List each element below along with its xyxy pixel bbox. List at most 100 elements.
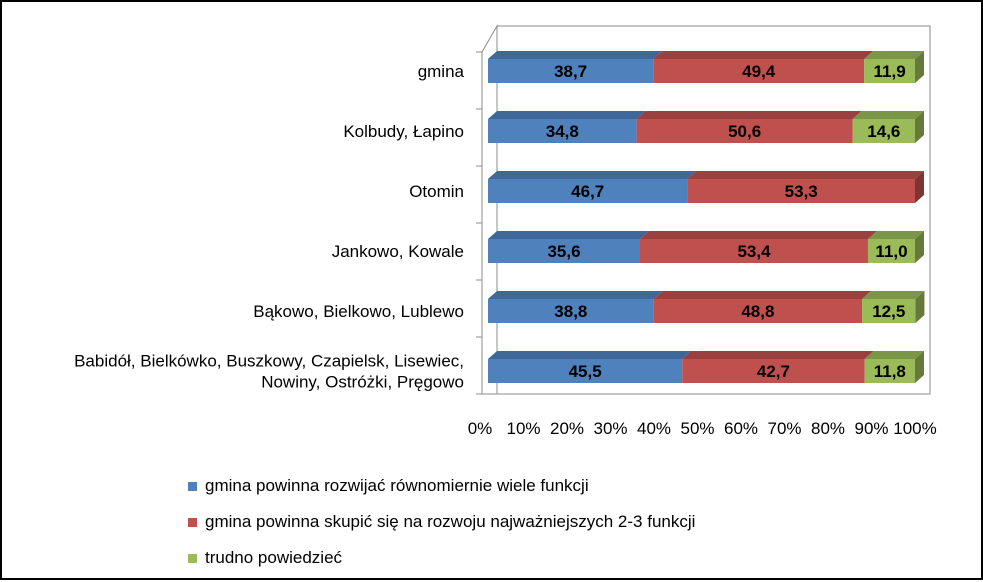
data-label: 53,4: [737, 242, 771, 261]
bar-segment: 45,5: [488, 351, 692, 383]
data-label: 14,6: [867, 122, 900, 141]
x-tick-label: 10%: [506, 419, 540, 438]
data-label: 38,8: [554, 302, 587, 321]
bar-front-face: [653, 299, 863, 323]
bar-top-face: [488, 171, 697, 179]
data-label: 34,8: [546, 122, 579, 141]
x-tick-label: 30%: [593, 419, 627, 438]
legend-label: gmina powinna skupić się na rozwoju najw…: [205, 512, 696, 531]
data-label: 49,4: [742, 62, 776, 81]
x-tick-label: 40%: [637, 419, 671, 438]
bar-side-face: [915, 51, 924, 83]
legend-item: gmina powinna rozwijać równomiernie wiel…: [188, 468, 695, 504]
bar-front-face: [488, 359, 683, 383]
x-tick-label: 60%: [724, 419, 758, 438]
data-label: 42,7: [757, 362, 790, 381]
data-label: 53,3: [785, 182, 818, 201]
legend-item: gmina powinna skupić się na rozwoju najw…: [188, 504, 695, 540]
bar-top-face: [636, 111, 862, 119]
bar-top-face: [488, 351, 692, 359]
legend-item: trudno powiedzieć: [188, 540, 695, 576]
bar-segment: 11,8: [864, 351, 924, 383]
bar-front-face: [682, 359, 865, 383]
legend-label: trudno powiedzieć: [205, 548, 343, 567]
x-tick-label: 20%: [550, 419, 584, 438]
bar-front-face: [852, 119, 915, 143]
bar-front-face: [687, 179, 915, 203]
data-label: 35,6: [547, 242, 580, 261]
bars: 38,7 49,4 11,9 34,8 50,6 14,6 46,7 53,3 35,6 53,4…: [488, 51, 925, 383]
bar-front-face: [653, 59, 865, 83]
data-label-bg: [867, 362, 912, 380]
bar-segment: 11,0: [868, 231, 924, 263]
data-label: 50,6: [728, 122, 761, 141]
bar-top-face: [488, 291, 663, 299]
category-label: Kolbudy, Łapino: [343, 122, 464, 141]
data-label: 12,5: [872, 302, 905, 321]
bar-top-face: [488, 51, 663, 59]
bar-front-face: [636, 119, 853, 143]
bar-segment: 14,6: [852, 111, 924, 143]
x-tick-label: 100%: [893, 419, 936, 438]
bar-top-face: [862, 291, 925, 299]
bar-segment: 35,6: [488, 231, 650, 263]
bar-top-face: [640, 231, 878, 239]
bar-top-face: [687, 171, 924, 179]
x-tick-label: 0%: [468, 419, 493, 438]
x-tick-label: 70%: [767, 419, 801, 438]
bar-side-face: [915, 291, 925, 323]
bar-segment: 48,8: [653, 291, 872, 323]
bar-front-face: [488, 239, 641, 263]
data-label-bg: [869, 242, 914, 260]
data-label-bg: [866, 302, 911, 320]
bar-top-face: [852, 111, 924, 119]
bar-segment: 53,3: [687, 171, 924, 203]
x-tick-label: 80%: [811, 419, 845, 438]
bar-front-face: [488, 179, 688, 203]
bar-segment: 38,8: [488, 291, 663, 323]
category-label: Nowiny, Ostróżki, Pręgowo: [261, 373, 464, 392]
bar-top-face: [868, 231, 924, 239]
bar-segment: 50,6: [636, 111, 862, 143]
category-label: Babidół, Bielkówko, Buszkowy, Czapielsk,…: [74, 352, 464, 371]
bar-segment: 53,4: [640, 231, 878, 263]
data-label-bg: [867, 62, 912, 80]
bar-segment: 11,9: [864, 51, 924, 83]
bar-segment: 38,7: [488, 51, 663, 83]
bar-segment: 49,4: [653, 51, 874, 83]
bar-side-face: [915, 231, 924, 263]
category-labels: gmina Kolbudy, Łapino Otomin Jankowo, Kowal…: [74, 62, 464, 392]
data-label: 45,5: [569, 362, 602, 381]
bar-top-face: [653, 51, 874, 59]
bar-front-face: [488, 59, 654, 83]
bar-side-face: [915, 111, 924, 143]
data-label: 46,7: [571, 182, 604, 201]
bar-side-face: [915, 171, 924, 203]
bar-top-face: [864, 51, 924, 59]
bar-segment: 46,7: [488, 171, 697, 203]
category-label: Otomin: [409, 182, 464, 201]
legend-swatch: [188, 517, 197, 527]
bar-segment: 42,7: [682, 351, 874, 383]
x-tick-label: 90%: [854, 419, 888, 438]
x-tick-label: 50%: [680, 419, 714, 438]
category-label: Bąkowo, Bielkowo, Lublewo: [253, 302, 464, 321]
legend: gmina powinna rozwijać równomiernie wiel…: [188, 468, 695, 576]
bar-segment: 12,5: [862, 291, 925, 323]
legend-swatch: [188, 481, 197, 491]
bar-front-face: [488, 299, 654, 323]
bar-top-face: [488, 111, 646, 119]
category-label: gmina: [418, 62, 465, 81]
data-label: 11,9: [874, 62, 906, 81]
legend-label: gmina powinna rozwijać równomiernie wiel…: [205, 476, 589, 495]
data-label: 11,0: [875, 242, 907, 261]
bar-front-face: [640, 239, 869, 263]
data-label: 48,8: [741, 302, 774, 321]
legend-swatch: [188, 553, 197, 563]
data-label: 38,7: [554, 62, 587, 81]
bar-top-face: [653, 291, 872, 299]
bar-side-face: [915, 351, 924, 383]
bar-top-face: [488, 231, 650, 239]
